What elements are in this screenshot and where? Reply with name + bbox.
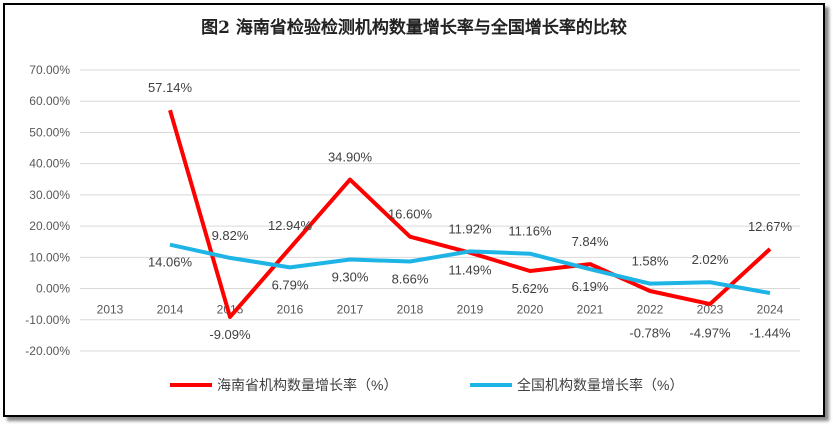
data-label: 11.16% xyxy=(508,224,552,239)
chart-title: 图2 海南省检验检测机构数量增长率与全国增长率的比较 xyxy=(201,18,627,38)
data-label: 2.02% xyxy=(692,252,729,267)
data-label: 12.67% xyxy=(748,219,793,234)
data-label: -0.78% xyxy=(629,326,671,341)
data-label: 16.60% xyxy=(388,207,433,222)
series-line-0 xyxy=(168,109,772,319)
data-label: 9.82% xyxy=(212,228,249,243)
legend-label: 海南省机构数量增长率（%） xyxy=(217,377,397,393)
y-tick-label: 50.00% xyxy=(29,125,70,139)
x-tick-label: 2020 xyxy=(517,303,544,317)
x-tick-label: 2021 xyxy=(577,303,604,317)
y-tick-label: -10.00% xyxy=(25,313,70,327)
x-tick-label: 2018 xyxy=(397,303,424,317)
data-label: 57.14% xyxy=(148,80,193,95)
y-tick-label: 0.00% xyxy=(36,282,70,296)
y-tick-label: 40.00% xyxy=(29,157,70,171)
series-line-1 xyxy=(169,242,771,296)
data-label: 11.49% xyxy=(448,263,492,278)
data-label: 7.84% xyxy=(572,234,609,249)
x-tick-label: 2017 xyxy=(337,303,364,317)
data-label: 34.90% xyxy=(328,150,373,165)
y-tick-label: 70.00% xyxy=(29,63,70,77)
x-tick-label: 2024 xyxy=(757,303,784,317)
x-tick-label: 2023 xyxy=(697,303,724,317)
data-label: -4.97% xyxy=(689,326,731,341)
data-label: 5.62% xyxy=(512,281,549,296)
data-label: 6.79% xyxy=(272,277,309,292)
x-tick-label: 2013 xyxy=(97,303,124,317)
y-tick-label: -20.00% xyxy=(25,344,70,358)
data-label: 11.92% xyxy=(448,221,492,236)
y-tick-label: 30.00% xyxy=(29,188,70,202)
y-tick-label: 20.00% xyxy=(29,219,70,233)
x-tick-label: 2016 xyxy=(277,303,304,317)
chart-frame: 图2 海南省检验检测机构数量增长率与全国增长率的比较 xyxy=(3,3,825,417)
data-label: 14.06% xyxy=(148,255,193,270)
data-label: 8.66% xyxy=(392,272,429,287)
x-tick-label: 2014 xyxy=(157,303,184,317)
data-label: -1.44% xyxy=(749,326,791,341)
data-label: 12.94% xyxy=(268,218,313,233)
x-tick-label: 2019 xyxy=(457,303,484,317)
data-label: 1.58% xyxy=(632,254,669,269)
x-tick-label: 2022 xyxy=(637,303,664,317)
data-label: 6.19% xyxy=(572,279,609,294)
data-label: -9.09% xyxy=(209,327,251,342)
y-tick-label: 60.00% xyxy=(29,94,70,108)
data-label: 9.30% xyxy=(332,270,369,285)
legend-label: 全国机构数量增长率（%） xyxy=(517,377,683,393)
y-tick-label: 10.00% xyxy=(29,250,70,264)
